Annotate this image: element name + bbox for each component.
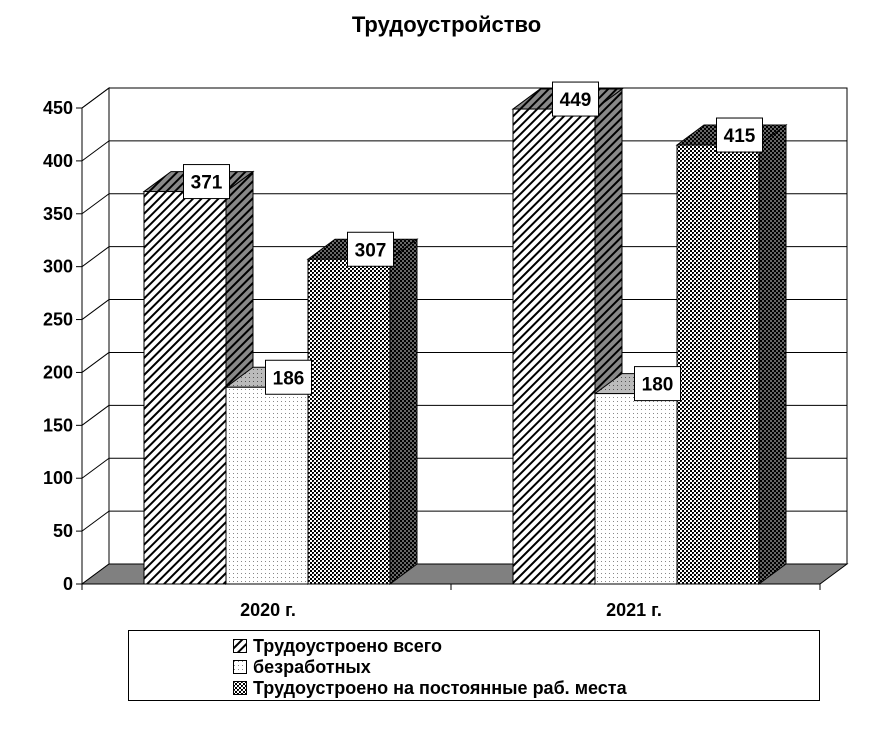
data-label-box — [347, 231, 394, 267]
bar — [594, 393, 678, 585]
bar — [676, 144, 760, 585]
bar — [512, 108, 596, 585]
x-category-label: 2020 г. — [240, 600, 296, 620]
data-label: 449 — [552, 81, 599, 117]
gridline-side — [81, 352, 110, 373]
data-label-box — [716, 117, 763, 153]
y-tick-label: 450 — [43, 98, 73, 118]
chart-title: Трудоустройство — [351, 12, 542, 37]
gridline-side — [81, 457, 110, 479]
data-label: 371 — [183, 164, 230, 200]
data-label-text: 449 — [560, 90, 592, 111]
y-tick-label: 50 — [53, 521, 73, 541]
bar — [143, 191, 227, 585]
legend-label: Трудоустроено всего — [253, 635, 442, 656]
data-label: 180 — [634, 366, 681, 402]
x-category-label: 2021 г. — [606, 600, 662, 620]
data-label: 186 — [265, 359, 312, 395]
data-label-box — [265, 359, 312, 395]
y-tick-label: 300 — [43, 257, 73, 277]
data-label: 307 — [347, 231, 394, 267]
side-wall — [81, 87, 110, 585]
data-label-text: 307 — [355, 240, 387, 261]
data-label-box — [634, 366, 681, 402]
gridline-side — [81, 140, 110, 162]
data-label-box — [183, 164, 230, 200]
gridline-side — [81, 246, 110, 268]
bar — [225, 386, 309, 585]
legend-label: Трудоустроено на постоянные раб. места — [253, 677, 627, 698]
gridline-side — [81, 299, 110, 320]
legend-swatch — [233, 638, 247, 653]
data-label-text: 371 — [191, 173, 223, 194]
y-tick-label: 350 — [43, 204, 73, 224]
legend-item: Трудоустроено всего — [233, 635, 819, 656]
bar — [307, 258, 391, 585]
data-label-text: 180 — [642, 375, 674, 396]
data-label-text: 415 — [724, 126, 756, 147]
gridline-side — [81, 404, 110, 426]
y-tick-label: 250 — [43, 310, 73, 330]
data-label: 415 — [716, 117, 763, 153]
y-tick-label: 150 — [43, 415, 73, 435]
gridline-side — [81, 87, 110, 109]
legend-item: Трудоустроено на постоянные раб. места — [233, 677, 819, 698]
data-label-box — [552, 81, 599, 117]
gridline-side — [81, 510, 110, 532]
gridline-side — [81, 193, 110, 215]
y-tick-label: 0 — [63, 574, 73, 594]
legend-swatch — [233, 659, 247, 674]
bar-side — [389, 238, 418, 585]
y-tick-label: 400 — [43, 151, 73, 171]
legend-swatch — [233, 680, 247, 695]
y-tick-label: 100 — [43, 468, 73, 488]
bar-side — [758, 124, 787, 585]
legend: Трудоустроено всего безработных Трудоустро… — [128, 630, 820, 701]
data-label-text: 186 — [273, 368, 305, 389]
y-tick-label: 200 — [43, 362, 73, 382]
legend-label: безработных — [253, 656, 371, 677]
legend-item: безработных — [233, 656, 819, 677]
